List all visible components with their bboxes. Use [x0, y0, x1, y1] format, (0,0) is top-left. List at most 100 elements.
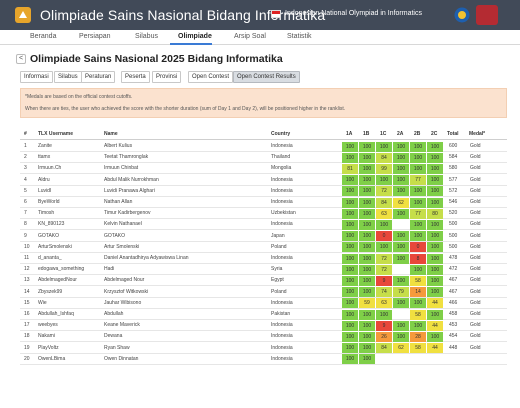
nav-item-beranda[interactable]: Beranda [30, 33, 57, 40]
score-cell: 100 [393, 152, 409, 163]
score-cell: 100 [359, 242, 375, 253]
username-cell[interactable]: KN_890123 [38, 221, 65, 228]
score-cell: 63 [376, 208, 392, 219]
medal-cell: Gold [470, 165, 481, 172]
username-cell[interactable]: PlayVoltz [38, 344, 59, 351]
column-header-country[interactable]: Country [271, 131, 291, 137]
score-cell: 62 [393, 197, 409, 208]
score-cell: 100 [376, 141, 392, 152]
name-cell: Teetat Thamronglak [104, 154, 149, 161]
username-cell[interactable]: ByeWorld [38, 199, 60, 205]
back-button[interactable]: < [16, 54, 26, 64]
column-header-2c[interactable]: 2C [431, 131, 438, 137]
ministry-logo-icon [454, 7, 470, 23]
score-cell: 100 [342, 197, 358, 208]
rank-cell: 13 [24, 277, 30, 284]
total-cell: 467 [449, 277, 458, 284]
tab-peserta[interactable]: Peserta [121, 71, 150, 83]
username-cell[interactable]: AbdelmagedNour [38, 277, 77, 284]
table-row: 18 Nakami Dewana Indonesia 454 Gold 100 100 26 10… [20, 331, 507, 343]
username-cell[interactable]: edogawa_something [38, 266, 85, 273]
score-cell: 100 [410, 141, 426, 152]
username-cell[interactable]: ArturSmolenski [38, 243, 72, 250]
column-header-1b[interactable]: 1B [363, 131, 370, 137]
score-cell: 100 [427, 242, 443, 253]
name-cell: Owen Dinnatan [104, 355, 139, 362]
nav-item-persiapan[interactable]: Persiapan [79, 33, 111, 40]
nav-item-silabus[interactable]: Silabus [135, 33, 158, 40]
username-cell[interactable]: ttamx [38, 154, 51, 161]
score-cell: 80 [427, 208, 443, 219]
score-cell: 100 [359, 141, 375, 152]
country-cell: Indonesia [271, 255, 293, 261]
tab-provinsi[interactable]: Provinsi [152, 71, 182, 83]
medal-notice: *Medals are based on the official contes… [20, 88, 507, 118]
country-cell: Indonesia [271, 221, 293, 228]
rank-cell: 6 [24, 199, 27, 205]
score-cell: 100 [427, 275, 443, 286]
score-cell: 100 [393, 242, 409, 253]
tab-open-contest-results[interactable]: Open Contest Results [233, 71, 300, 83]
score-cell: 100 [427, 231, 443, 242]
score-cell [393, 265, 409, 275]
score-cell: 100 [427, 163, 443, 174]
score-cell: 100 [410, 264, 426, 275]
username-cell[interactable]: Timosh [38, 210, 55, 217]
score-cell: 100 [376, 219, 392, 230]
score-cell: 84 [376, 152, 392, 163]
tab-peraturan[interactable]: Peraturan [81, 71, 116, 83]
nav-item-arsip-soal[interactable]: Arsip Soal [234, 33, 266, 40]
column-header-1c[interactable]: 1C [380, 131, 387, 137]
site-title[interactable]: Olimpiade Sains Nasional Bidang Informat… [40, 7, 326, 23]
total-cell: 500 [449, 232, 458, 239]
username-cell[interactable]: weebyes [38, 322, 58, 329]
score-cell: 100 [427, 186, 443, 197]
username-cell[interactable]: d_ananta_ [38, 255, 62, 261]
column-header-username[interactable]: TLX Username [38, 131, 74, 137]
column-header-name[interactable]: Name [104, 131, 118, 137]
tab-silabus[interactable]: Silabus [54, 71, 82, 83]
column-header-medal[interactable]: Medal* [469, 131, 486, 137]
username-cell[interactable]: Nakami [38, 333, 55, 340]
table-row: 12 edogawa_something Hadi Syria 472 Gold 100 10… [20, 264, 507, 276]
country-cell: Egypt [271, 277, 284, 284]
score-cell: 100 [410, 163, 426, 174]
username-cell[interactable]: LuvidI [38, 187, 52, 194]
score-cell: 100 [427, 331, 443, 342]
score-cell [427, 354, 443, 364]
score-cell: 100 [427, 175, 443, 186]
country-cell: Indonesia [271, 176, 293, 183]
score-cell: 72 [376, 264, 392, 275]
tab-informasi[interactable]: Informasi [20, 71, 53, 83]
username-cell[interactable]: Irmuun.Ch [38, 165, 62, 172]
total-cell: 600 [449, 143, 458, 149]
score-cell: 100 [393, 275, 409, 286]
username-cell[interactable]: GOTAKO [38, 232, 60, 239]
score-cell: 100 [393, 186, 409, 197]
country-cell: Indonesia [271, 333, 293, 340]
site-logo-icon[interactable] [14, 6, 32, 24]
total-cell: 500 [449, 221, 458, 228]
column-header-1a[interactable]: 1A [346, 131, 353, 137]
column-header-2b[interactable]: 2B [414, 131, 421, 137]
username-cell[interactable]: Aldru [38, 176, 50, 183]
score-cell: 8 [410, 253, 426, 264]
username-cell[interactable]: Abdullah_Ishfaq [38, 311, 74, 317]
username-cell[interactable]: Wie [38, 299, 47, 306]
nav-item-statistik[interactable]: Statistik [287, 33, 312, 40]
nav-item-olimpiade[interactable]: Olimpiade [178, 33, 212, 40]
username-cell[interactable]: OwenLBima [38, 355, 66, 362]
score-cell: 9 [376, 320, 392, 331]
total-cell: 572 [449, 187, 458, 194]
username-cell[interactable]: Zanite [38, 143, 52, 149]
score-cell [376, 354, 392, 364]
score-cell: 100 [342, 309, 358, 320]
medal-cell: Gold [470, 311, 481, 317]
tab-open-contest[interactable]: Open Contest [188, 71, 234, 83]
column-header-total[interactable]: Total [447, 131, 459, 137]
column-header-2a[interactable]: 2A [397, 131, 404, 137]
notice-line-1: *Medals are based on the official contes… [25, 94, 133, 100]
username-cell[interactable]: Zbyszek99 [38, 288, 63, 295]
table-row: 19 PlayVoltz Ryan Shaw Indonesia 448 Gold 100 1… [20, 343, 507, 354]
